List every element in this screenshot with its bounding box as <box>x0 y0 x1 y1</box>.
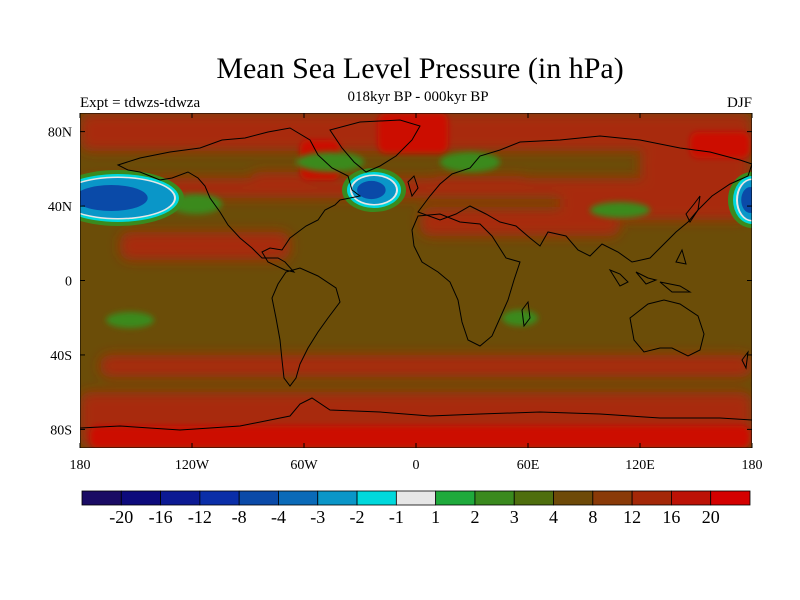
north-pacific-low-core <box>80 185 148 211</box>
colorbar-label: 20 <box>702 507 720 527</box>
positive-anomaly-region <box>560 180 750 220</box>
x-tick-label: 180 <box>70 458 91 473</box>
max-anomaly-region <box>690 132 750 158</box>
x-axis: 180 120W 60W 0 60E 120E 180 <box>70 113 763 473</box>
x-tick-label: 0 <box>413 458 420 473</box>
colorbar-swatch <box>395 490 437 506</box>
colorbar-label: -3 <box>310 507 325 527</box>
colorbar-swatch <box>435 490 476 506</box>
y-tick-label: 80S <box>50 423 72 438</box>
colorbar-label: 1 <box>431 507 440 527</box>
colorbar-swatch <box>671 490 712 506</box>
north-atlantic-low-core <box>357 180 386 200</box>
colorbar-label: 8 <box>588 507 597 527</box>
positive-anomaly-region <box>250 172 310 190</box>
y-tick-label: 0 <box>65 275 72 290</box>
map-plot-area <box>80 113 752 448</box>
x-tick-label: 120W <box>175 458 210 473</box>
colorbar-swatch <box>710 490 751 506</box>
green-anomaly-region <box>440 152 500 172</box>
colorbar-label: -16 <box>149 507 173 527</box>
colorbar-swatch <box>513 490 554 506</box>
coastlines <box>80 119 752 431</box>
positive-anomaly-region <box>120 232 290 260</box>
y-tick-label: 40N <box>48 200 72 215</box>
x-tick-label: 60E <box>517 458 540 473</box>
colorbar-swatch <box>278 490 319 506</box>
max-anomaly-region <box>378 113 448 153</box>
colorbar-swatch <box>120 490 161 506</box>
colorbar-swatch <box>238 490 279 506</box>
chart-title: Mean Sea Level Pressure (in hPa) <box>216 52 624 85</box>
colorbar-label: 4 <box>549 507 558 527</box>
green-anomaly-region <box>502 310 538 326</box>
green-anomaly-layer <box>106 152 650 328</box>
colorbar-swatch <box>592 490 633 506</box>
colorbar-swatch <box>356 490 397 506</box>
colorbar-label: -4 <box>271 507 286 527</box>
colorbar-swatch <box>81 490 122 506</box>
positive-anomaly-region <box>100 355 752 377</box>
x-tick-label: 60W <box>290 458 318 473</box>
season-label: DJF <box>726 95 752 111</box>
chart-subtitle: 018kyr BP - 000kyr BP <box>347 89 489 105</box>
x-tick-label: 120E <box>625 458 655 473</box>
west-pacific-low-core <box>741 187 752 213</box>
colorbar-label: -20 <box>109 507 133 527</box>
y-tick-label: 80N <box>48 126 72 141</box>
colorbar: -20 -16 -12 -8 -4 -3 -2 -1 1 2 3 4 8 12 16 20 <box>81 490 751 527</box>
y-axis: 80N 40N 0 40S 80S <box>48 126 752 438</box>
x-tick-label: 180 <box>742 458 763 473</box>
colorbar-label: -1 <box>389 507 404 527</box>
green-anomaly-region <box>106 312 154 328</box>
colorbar-swatch <box>553 490 594 506</box>
colorbar-label: 16 <box>662 507 680 527</box>
colorbar-label: -2 <box>350 507 365 527</box>
colorbar-swatch <box>631 490 672 506</box>
low-pressure-layer <box>80 168 752 228</box>
colorbar-swatch <box>199 490 240 506</box>
colorbar-label: -12 <box>188 507 212 527</box>
y-tick-label: 40S <box>50 349 72 364</box>
max-anomaly-region <box>90 426 750 448</box>
colorbar-label: 12 <box>623 507 641 527</box>
colorbar-label: 2 <box>470 507 479 527</box>
colorbar-swatch <box>160 490 201 506</box>
colorbar-label: -8 <box>232 507 247 527</box>
experiment-label: Expt = tdwzs-tdwza <box>80 95 201 111</box>
colorbar-swatch <box>474 490 515 506</box>
colorbar-label: 3 <box>510 507 519 527</box>
positive-anomaly-region <box>430 176 530 198</box>
colorbar-swatch <box>317 490 358 506</box>
green-anomaly-region <box>590 202 650 218</box>
green-anomaly-region <box>296 152 364 172</box>
